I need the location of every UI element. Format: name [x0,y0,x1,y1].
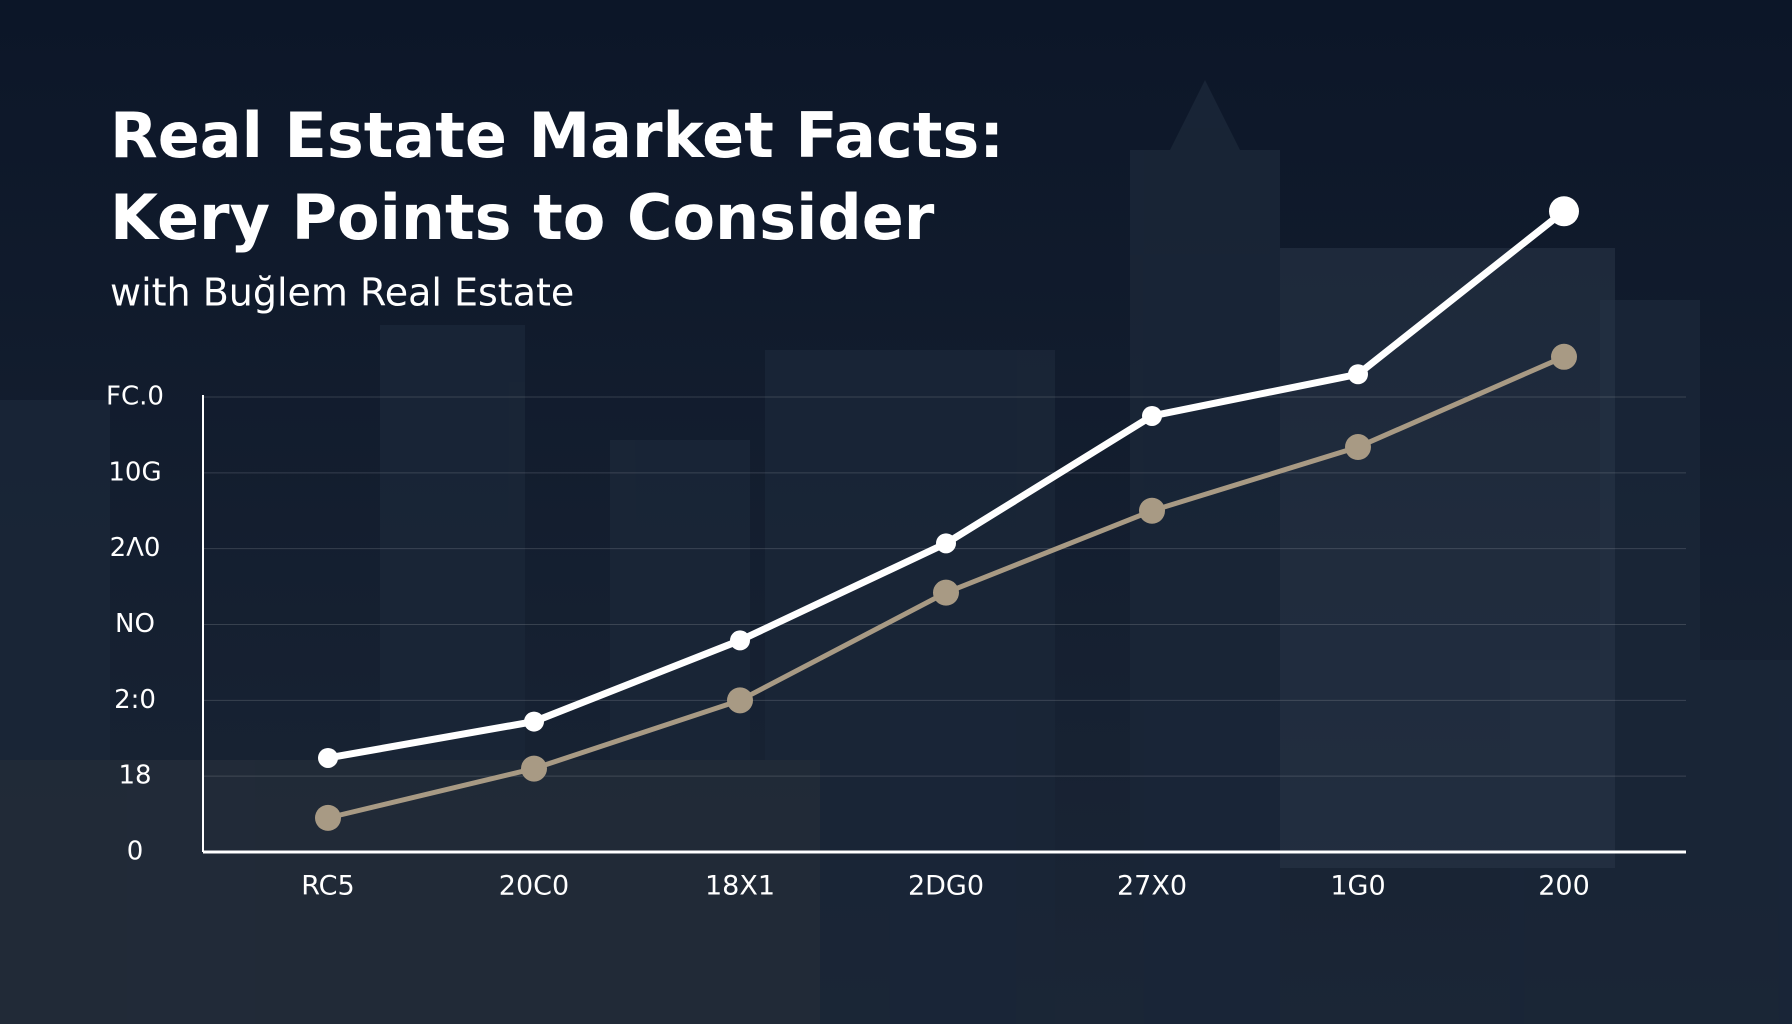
chart-title: Kery Points to Consider [110,181,935,254]
data-point [524,711,544,732]
data-point [933,579,959,606]
y-tick-label: 2Λ0 [110,533,161,563]
data-point [727,687,753,714]
y-tick-label: FC.0 [106,382,164,412]
x-tick-label: 18X1 [705,871,775,902]
data-point [730,630,750,651]
data-point [315,804,341,831]
y-tick-label: 18 [118,761,151,791]
y-tick-label: NO [115,609,155,639]
x-tick-label: 1G0 [1330,871,1385,902]
data-point [521,755,547,782]
x-tick-label: RC5 [301,871,354,902]
data-point [318,747,338,768]
chart-title: Real Estate Market Facts: [110,99,1004,172]
city-silhouette [0,80,1792,1024]
x-tick-label: 200 [1538,871,1590,902]
data-point [1348,364,1368,385]
data-point [1551,343,1577,370]
y-tick-label: 10G [108,457,161,487]
y-tick-label: 0 [127,837,144,867]
data-point [1345,434,1371,461]
x-tick-label: 2DG0 [908,871,984,902]
data-point [1549,196,1579,227]
y-tick-label: 2:0 [114,685,156,715]
x-tick-label: 20C0 [499,871,569,902]
highlight-panel [1280,248,1615,868]
data-point [1142,405,1162,426]
chart-subtitle: with Buğlem Real Estate [110,271,574,315]
data-point [1139,497,1165,524]
x-tick-label: 27X0 [1117,871,1187,902]
data-point [936,533,956,554]
